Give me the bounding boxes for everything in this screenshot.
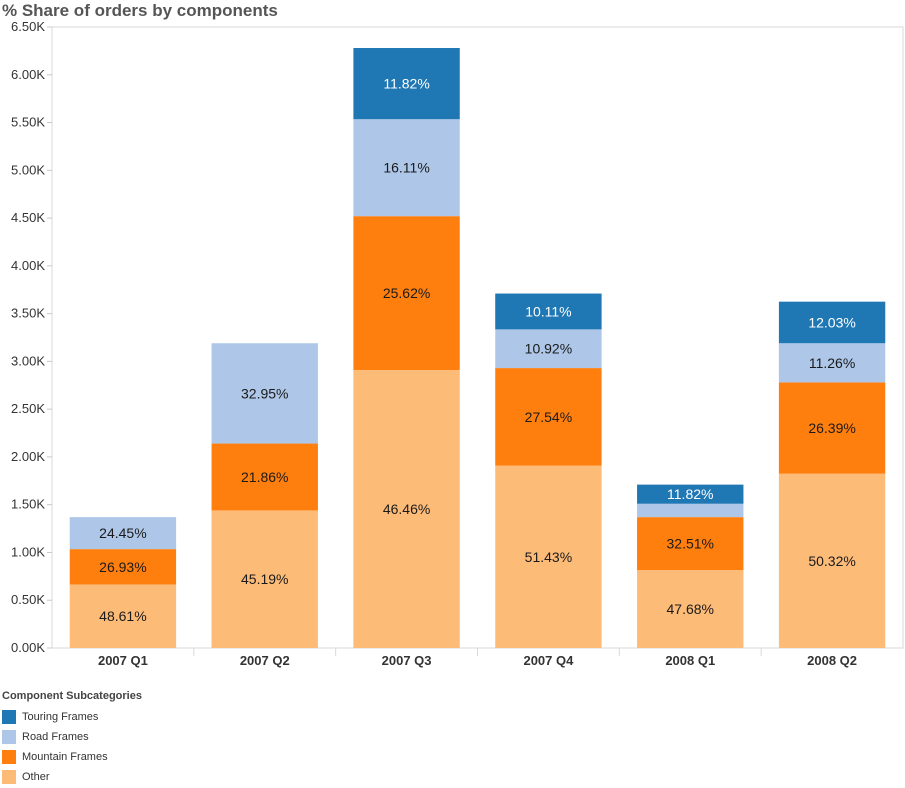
y-tick-label: 4.50K [11,210,45,225]
bar-segment [69,549,177,585]
x-tick-label: 2008 Q1 [665,653,715,668]
y-tick-label: 2.00K [11,449,45,464]
data-label: 21.86% [241,469,288,485]
y-tick-label: 5.50K [11,115,45,130]
legend-swatch-road-frames [2,730,16,744]
bar-segment [495,368,602,466]
data-label: 11.82% [667,486,713,502]
data-label: 10.92% [525,341,572,357]
y-tick-label: 0.00K [11,640,45,655]
data-label: 47.68% [667,601,714,617]
data-label: 46.46% [383,501,430,517]
data-label: 32.51% [667,536,714,552]
bar-segment [211,443,318,511]
x-tick-label: 2007 Q4 [523,653,574,668]
bar-segment [778,473,886,648]
y-tick-label: 1.00K [11,544,45,559]
data-label: 16.11% [383,160,429,176]
bar-segment [637,570,744,648]
chart-title: % Share of orders by components [2,1,278,20]
legend-label-mountain-frames: Mountain Frames [22,751,108,763]
bar-segment [637,517,744,571]
data-label: 50.32% [808,553,855,569]
bar-segment [495,329,602,369]
legend-label-other: Other [22,771,50,783]
y-tick-label: 6.50K [11,19,45,34]
y-tick-label: 3.00K [11,353,45,368]
legend-item-mountain-frames[interactable]: Mountain Frames [2,747,142,767]
data-label: 24.45% [99,525,146,541]
data-label: 11.26% [809,355,855,371]
bar-segment [353,119,460,217]
y-tick-label: 5.00K [11,162,45,177]
legend-swatch-mountain-frames [2,750,16,764]
data-label: 32.95% [241,385,288,401]
bar-segment [778,382,886,474]
legend-title: Component Subcategories [2,690,142,702]
legend-item-touring-frames[interactable]: Touring Frames [2,707,142,727]
x-tick-label: 2008 Q2 [807,653,857,668]
y-tick-label: 4.00K [11,258,45,273]
data-label: 45.19% [241,571,288,587]
bar-segment [353,369,460,648]
bar-segment [778,301,886,344]
plot-frame [51,26,904,649]
data-label: 12.03% [808,314,855,330]
bar-segment [495,465,602,648]
bar-segment [495,293,602,330]
data-label: 25.62% [383,285,430,301]
bar-segment [69,517,177,550]
data-label: 26.39% [808,420,855,436]
data-label: 51.43% [525,549,572,565]
data-label: 48.61% [99,608,146,624]
bar-segment [637,484,744,504]
y-tick-label: 3.50K [11,306,45,321]
legend: Component Subcategories Touring Frames R… [2,690,142,787]
legend-label-touring-frames: Touring Frames [22,711,99,723]
x-tick-label: 2007 Q3 [382,653,432,668]
y-tick-label: 6.00K [11,67,45,82]
legend-item-road-frames[interactable]: Road Frames [2,727,142,747]
y-tick-label: 1.50K [11,497,45,512]
legend-swatch-other [2,770,16,784]
y-tick-label: 0.50K [11,592,45,607]
data-label: 11.82% [383,76,429,92]
y-tick-label: 2.50K [11,401,45,416]
bar-segment [211,510,318,648]
legend-swatch-touring-frames [2,710,16,724]
data-label: 10.11% [525,303,571,319]
legend-item-other[interactable]: Other [2,767,142,787]
x-tick-label: 2007 Q2 [240,653,290,668]
data-label: 27.54% [525,409,572,425]
bar-segment [637,503,744,518]
stacked-bar-chart: 0.00K 0.50K 1.00K 1.50K 2.00K 2.50K 3.00K 3.50K… [11,19,904,668]
bar-segment [778,343,886,383]
data-label: 26.93% [99,559,146,575]
bar-segment [353,48,460,120]
x-tick-label: 2007 Q1 [98,653,148,668]
legend-label-road-frames: Road Frames [22,731,89,743]
bar-segment [69,584,177,648]
bar-segment [211,343,318,444]
bar-segment [353,216,460,370]
